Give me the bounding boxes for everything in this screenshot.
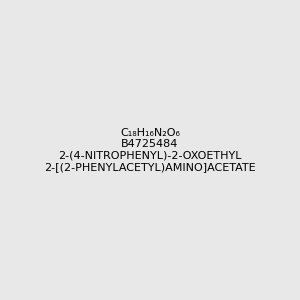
Text: C₁₈H₁₆N₂O₆
B4725484
2-(4-NITROPHENYL)-2-OXOETHYL
2-[(2-PHENYLACETYL)AMINO]ACETAT: C₁₈H₁₆N₂O₆ B4725484 2-(4-NITROPHENYL)-2-… [44,128,256,172]
